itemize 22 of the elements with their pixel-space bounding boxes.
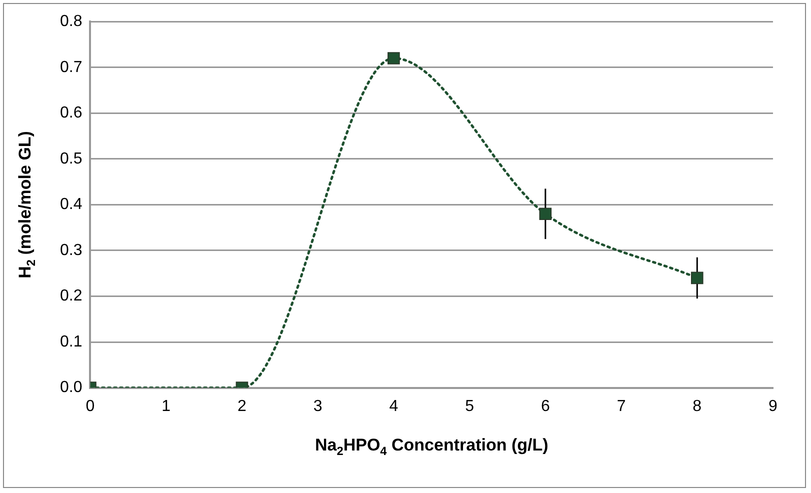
x-tick-label: 9 [768, 398, 778, 415]
x-tick-label: 4 [389, 398, 398, 415]
x-tick-label: 8 [692, 398, 702, 415]
x-tick-label: 2 [238, 398, 247, 415]
y-tick-label: 0.0 [60, 379, 82, 396]
point [539, 208, 552, 220]
y-tick-label: 0.1 [60, 333, 82, 350]
y-tick-label: 0.7 [60, 58, 82, 76]
y-tick-label: 0.8 [60, 13, 82, 30]
point [388, 52, 400, 64]
x-tick-label: 6 [540, 398, 550, 415]
x-tick-label: 3 [313, 398, 322, 415]
x-tick-label: 5 [465, 398, 474, 415]
y-tick-label: 0.2 [60, 288, 82, 305]
y-axis-title: H2 (mole/mole GL) [16, 131, 38, 278]
y-tick-label: 0.6 [60, 104, 82, 122]
x-tick-label: 0 [86, 398, 95, 415]
x-tick-label: 7 [616, 398, 626, 415]
x-tick-label: 1 [162, 398, 171, 415]
y-tick-label: 0.5 [60, 150, 82, 168]
y-tick-label: 0.4 [60, 196, 82, 214]
y-tick-label: 0.3 [60, 242, 82, 259]
